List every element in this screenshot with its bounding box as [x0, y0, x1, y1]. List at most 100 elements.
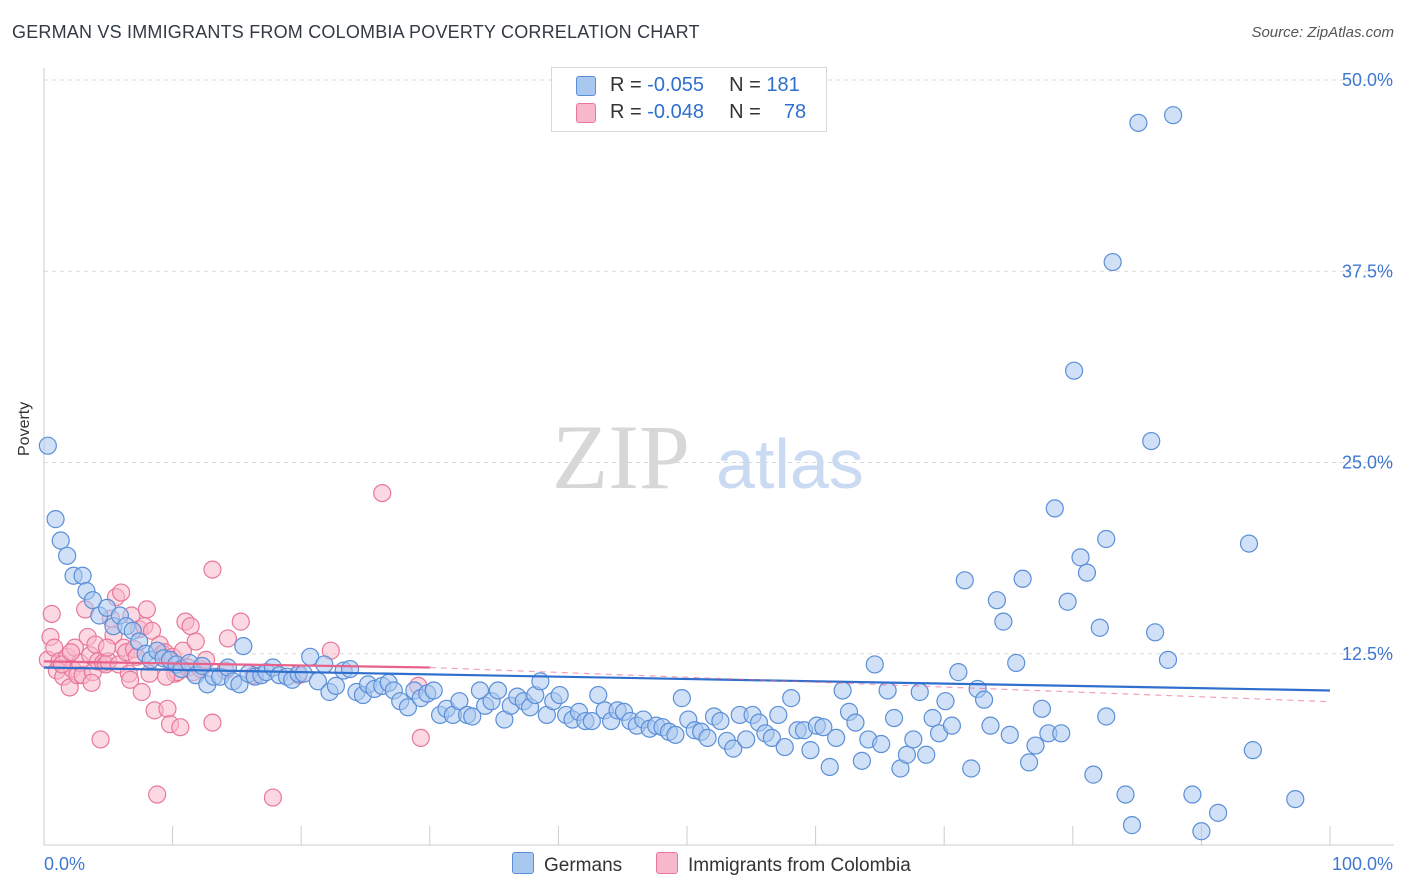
data-point-german	[488, 681, 508, 700]
data-point-german	[884, 708, 904, 728]
data-point-german	[1026, 736, 1045, 755]
data-point-german	[974, 690, 994, 709]
data-point-german	[955, 571, 974, 590]
data-point-german	[1142, 431, 1161, 451]
data-point-german	[846, 713, 865, 732]
bottom-legend-swatch-colombia	[656, 852, 678, 874]
data-point-german	[1097, 707, 1116, 726]
legend-r-label: R =	[610, 74, 642, 96]
data-point-german	[782, 689, 801, 708]
x-tick-label: 0.0%	[44, 854, 85, 874]
data-point-german	[872, 734, 891, 754]
data-point-german	[51, 531, 70, 550]
trend-line-colombia-extension	[429, 666, 1331, 703]
legend-r-label: R =	[610, 101, 642, 123]
data-point-german	[46, 510, 65, 529]
data-point-german	[801, 741, 820, 760]
data-point-colombia	[142, 621, 162, 640]
data-point-colombia	[231, 612, 250, 631]
data-point-german	[762, 728, 781, 748]
data-point-colombia	[132, 682, 151, 702]
data-point-german	[1183, 785, 1202, 804]
data-point-colombia	[148, 785, 167, 804]
data-point-german	[1084, 765, 1103, 784]
data-point-german	[1103, 252, 1122, 272]
data-point-german	[672, 689, 691, 708]
y-tick-label: 50.0%	[1342, 70, 1393, 90]
data-point-german	[994, 612, 1013, 631]
data-point-german	[58, 546, 77, 565]
data-point-german	[923, 708, 942, 728]
legend-n-value: 181	[766, 74, 800, 96]
data-point-german	[865, 655, 884, 674]
data-point-german	[942, 716, 962, 735]
data-point-colombia	[203, 560, 222, 579]
data-point-german	[326, 676, 346, 695]
data-point-german	[917, 745, 936, 764]
data-point-german	[589, 685, 608, 705]
data-point-german	[1097, 529, 1116, 549]
legend: R = -0.055 N = 181 R = -0.048 N = 78	[551, 67, 827, 132]
legend-n-value: 78	[783, 101, 807, 123]
data-point-german	[83, 591, 102, 610]
data-point-german	[936, 692, 955, 711]
data-point-german	[1019, 753, 1039, 772]
trend-lines	[43, 660, 1331, 703]
data-point-german	[737, 730, 756, 749]
data-point-german	[1052, 724, 1071, 743]
data-point-colombia	[42, 604, 61, 624]
bottom-legend-germans: Germans	[512, 852, 622, 877]
data-point-german	[1243, 741, 1262, 760]
legend-n-label: N =	[729, 74, 761, 96]
bottom-legend-label-colombia: Immigrants from Colombia	[688, 855, 911, 876]
data-point-german	[315, 655, 334, 674]
data-point-german	[897, 745, 917, 764]
watermark: ZIP atlas	[552, 406, 864, 508]
data-point-colombia	[137, 600, 156, 619]
watermark-zip: ZIP	[552, 406, 690, 508]
data-point-german	[1090, 618, 1109, 637]
watermark-atlas: atlas	[716, 425, 864, 503]
data-point-german	[833, 681, 852, 700]
data-point-german	[73, 566, 92, 585]
source-label: Source: ZipAtlas.com	[1251, 24, 1394, 41]
data-point-german	[463, 707, 482, 726]
data-point-german	[1239, 534, 1259, 553]
data-point-colombia	[411, 728, 430, 748]
data-point-colombia	[186, 632, 205, 651]
data-point-colombia	[97, 638, 117, 657]
data-point-german	[582, 711, 601, 731]
data-point-german	[827, 728, 846, 748]
y-tick-label: 25.0%	[1342, 453, 1393, 473]
legend-r-value: -0.055	[647, 74, 704, 96]
data-point-colombia	[61, 643, 81, 662]
bottom-legend-label-germans: Germans	[544, 855, 623, 876]
legend-swatch-colombia	[576, 103, 596, 123]
data-point-german	[724, 739, 743, 758]
data-point-colombia	[158, 699, 177, 718]
data-point-german	[949, 663, 968, 682]
data-point-german	[1013, 569, 1032, 588]
data-point-colombia	[112, 583, 131, 602]
data-point-german	[1286, 789, 1305, 809]
data-point-german	[1116, 785, 1135, 804]
data-point-german	[1209, 803, 1228, 822]
legend-r-value: -0.048	[647, 101, 704, 123]
data-point-german	[1000, 725, 1019, 744]
data-point-german	[666, 725, 685, 744]
data-point-german	[1071, 548, 1090, 567]
x-tick-label: 100.0%	[1332, 854, 1393, 874]
data-point-german	[987, 591, 1007, 610]
data-point-colombia	[373, 484, 392, 503]
data-point-german	[38, 436, 57, 455]
data-point-colombia	[91, 730, 110, 749]
tick-labels: 12.5% 25.0% 37.5% 50.0% 0.0% 100.0%	[44, 70, 1393, 874]
data-point-german	[852, 751, 871, 770]
data-point-colombia	[157, 667, 176, 686]
data-point-colombia	[181, 617, 200, 636]
data-point-german	[1122, 816, 1142, 835]
data-point-colombia	[263, 788, 283, 807]
data-point-german	[775, 737, 794, 757]
legend-swatch-germans	[576, 76, 596, 96]
data-point-german	[1164, 106, 1183, 125]
